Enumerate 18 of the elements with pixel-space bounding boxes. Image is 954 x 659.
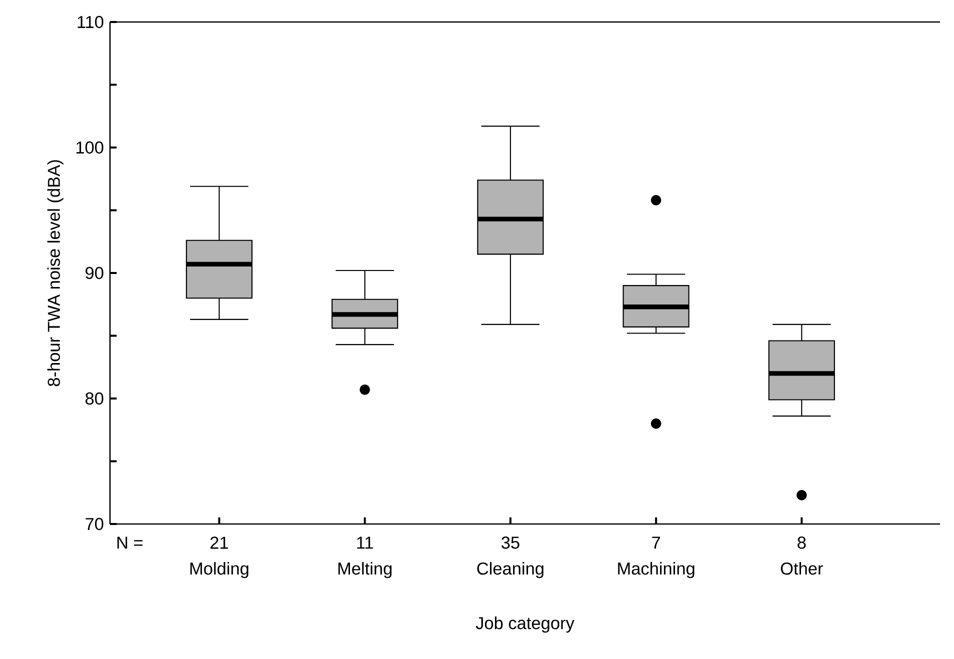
text: N = — [117, 536, 142, 549]
x-tick-label: Molding — [190, 562, 248, 578]
y-tick-label: 110 — [78, 16, 104, 28]
x-tick-label: Melting — [338, 562, 392, 578]
text: 7 — [652, 536, 660, 549]
text: 11 — [357, 536, 373, 549]
y-tick-label: 100 — [76, 141, 104, 154]
x-tick-label: Cleaning — [477, 562, 544, 578]
text: 8 — [798, 536, 806, 549]
y-tick-label: 80 — [86, 392, 104, 405]
y-tick-label: 90 — [86, 266, 104, 280]
x-tick-label: Other — [780, 562, 823, 575]
y-tick-label: 70 — [86, 518, 104, 530]
text: 21 — [210, 536, 228, 549]
x-tick-label: Machining — [618, 562, 694, 578]
y-axis-title: 8-hour TWA noise level (dBA) — [47, 160, 64, 386]
text: 35 — [502, 536, 520, 549]
x-axis-title: Job category — [476, 616, 574, 633]
